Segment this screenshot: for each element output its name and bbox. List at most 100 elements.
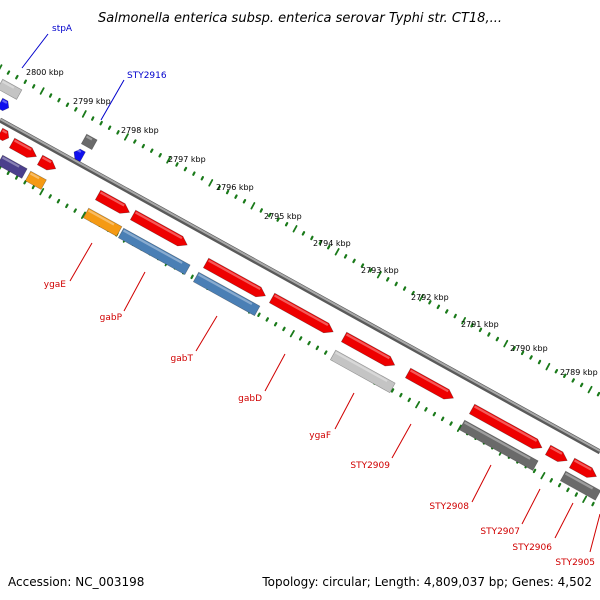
tick-mark <box>315 345 320 351</box>
gene-label-leader <box>334 392 355 430</box>
tick-mark <box>436 304 441 310</box>
tick-mark <box>390 388 395 393</box>
scale-label: 2795 kbp <box>264 212 302 221</box>
tick-mark <box>124 133 129 141</box>
gene-label-leader <box>554 502 574 539</box>
scale-label: 2800 kbp <box>26 68 64 77</box>
scale-label: 2799 kbp <box>73 97 111 106</box>
tick-mark <box>282 326 286 332</box>
tick-mark <box>549 478 554 483</box>
tick-mark <box>360 263 365 268</box>
tick-mark <box>289 329 295 338</box>
tick-mark <box>298 336 303 341</box>
tick-mark <box>107 125 112 130</box>
gene-label-sty2906: STY2906 <box>512 543 552 553</box>
gene-label-ygaf: ygaF <box>309 431 331 441</box>
gene-box <box>0 78 23 100</box>
map-title: Salmonella enterica subsp. enterica sero… <box>98 11 502 26</box>
gene-arrow-STY2916 <box>73 148 86 163</box>
gene-arrow <box>340 331 396 367</box>
scale-labels: 2800 kbp 2799 kbp 2798 kbp 2797 kbp 2796 kbp… <box>26 68 598 377</box>
scale-label: 2790 kbp <box>510 344 548 353</box>
scale-label: 2797 kbp <box>168 155 206 164</box>
gene-box <box>458 419 539 471</box>
gene-label-sty2907: STY2907 <box>480 527 520 537</box>
gene-arrow <box>94 189 130 214</box>
tick-mark <box>512 346 516 351</box>
tick-mark <box>268 212 272 218</box>
tick-mark <box>65 102 70 108</box>
tick-mark <box>150 148 154 153</box>
scale-label: 2789 kbp <box>560 368 598 377</box>
tick-mark <box>445 309 449 314</box>
gene-arrow <box>568 457 597 478</box>
tick-mark <box>495 336 500 342</box>
tick-mark <box>265 317 269 322</box>
tick-mark <box>141 143 145 149</box>
scale-label: 2791 kbp <box>461 320 499 329</box>
tick-mark <box>487 332 491 337</box>
gene-features <box>0 78 600 501</box>
tick-mark <box>48 93 53 98</box>
tick-mark <box>327 244 331 250</box>
tick-mark <box>566 487 570 493</box>
gene-arrow <box>268 292 334 334</box>
tick-mark <box>579 382 584 388</box>
tick-mark <box>343 254 348 259</box>
tick-mark <box>23 79 27 85</box>
gene-label-sty2916: STY2916 <box>127 71 167 81</box>
scale-label: 2793 kbp <box>361 266 399 275</box>
tick-mark <box>453 313 457 319</box>
tick-mark <box>407 397 411 403</box>
tick-mark <box>15 175 19 180</box>
gene-label-sty2905: STY2905 <box>555 558 595 568</box>
scale-label: 2798 kbp <box>121 126 159 135</box>
tick-mark <box>73 208 77 213</box>
tick-mark <box>449 421 453 426</box>
tick-mark <box>562 373 567 378</box>
tick-mark <box>208 179 214 187</box>
tick-mark <box>133 139 137 144</box>
tick-mark <box>31 84 36 89</box>
tick-mark <box>273 322 278 327</box>
tick-mark <box>537 359 542 365</box>
tick-mark <box>200 176 204 181</box>
tick-mark <box>242 199 247 204</box>
tick-mark <box>386 277 390 282</box>
tick-mark <box>74 107 78 112</box>
tick-mark <box>596 391 600 397</box>
gene-arrow <box>129 209 188 247</box>
tick-mark <box>15 74 19 80</box>
tick-mark <box>424 407 428 412</box>
gene-arrow <box>202 257 266 298</box>
gene-label-gabt: gabT <box>171 354 194 364</box>
tick-mark <box>318 240 322 245</box>
tick-mark <box>0 64 3 70</box>
tick-mark <box>376 270 382 279</box>
gene-box <box>329 349 396 394</box>
tick-mark <box>48 194 52 199</box>
gene-label-leader <box>521 488 541 525</box>
tick-mark <box>250 202 256 210</box>
genome-backbone <box>0 117 600 455</box>
tick-mark <box>402 286 407 291</box>
tick-mark <box>394 281 398 287</box>
gene-box <box>117 227 191 276</box>
scale-label: 2796 kbp <box>216 183 254 192</box>
tick-mark <box>310 235 314 241</box>
gene-box <box>0 154 28 179</box>
tick-mark <box>81 110 87 118</box>
tick-mark <box>461 316 467 325</box>
tick-mark <box>478 327 483 333</box>
tick-mark <box>574 492 579 497</box>
tick-mark <box>257 312 261 317</box>
tick-mark <box>369 267 373 273</box>
tick-mark <box>39 87 45 95</box>
accession-text: Accession: NC_003198 <box>8 575 144 589</box>
gene-label-leader <box>100 79 125 121</box>
tick-mark <box>116 130 120 135</box>
tick-mark <box>301 231 306 236</box>
tick-mark <box>532 468 537 474</box>
tick-mark <box>470 323 474 328</box>
